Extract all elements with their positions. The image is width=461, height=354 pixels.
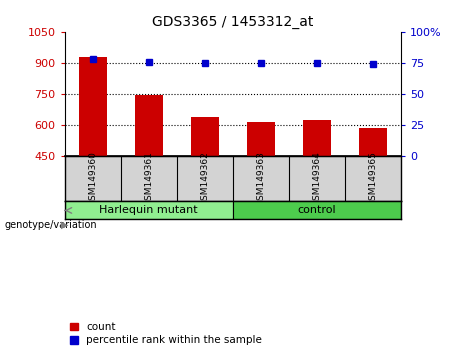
Text: Harlequin mutant: Harlequin mutant [100, 205, 198, 216]
Bar [359, 128, 387, 156]
Bar [303, 120, 331, 156]
Text: GSM149360: GSM149360 [88, 152, 97, 206]
Text: GSM149365: GSM149365 [368, 152, 378, 206]
Bar [65, 201, 233, 219]
Text: GSM149361: GSM149361 [144, 152, 153, 206]
Text: control: control [298, 205, 336, 216]
Text: GSM149362: GSM149362 [200, 152, 209, 206]
Bar [247, 121, 275, 156]
Bar [233, 201, 401, 219]
Text: GSM149363: GSM149363 [256, 152, 266, 206]
Legend: count, percentile rank within the sample: count, percentile rank within the sample [70, 322, 262, 345]
Bar [191, 118, 219, 156]
Text: ▶: ▶ [61, 220, 68, 230]
Text: genotype/variation: genotype/variation [5, 220, 97, 230]
Bar [78, 57, 106, 156]
Title: GDS3365 / 1453312_at: GDS3365 / 1453312_at [152, 16, 313, 29]
Text: GSM149364: GSM149364 [313, 152, 321, 206]
Bar [135, 95, 163, 156]
